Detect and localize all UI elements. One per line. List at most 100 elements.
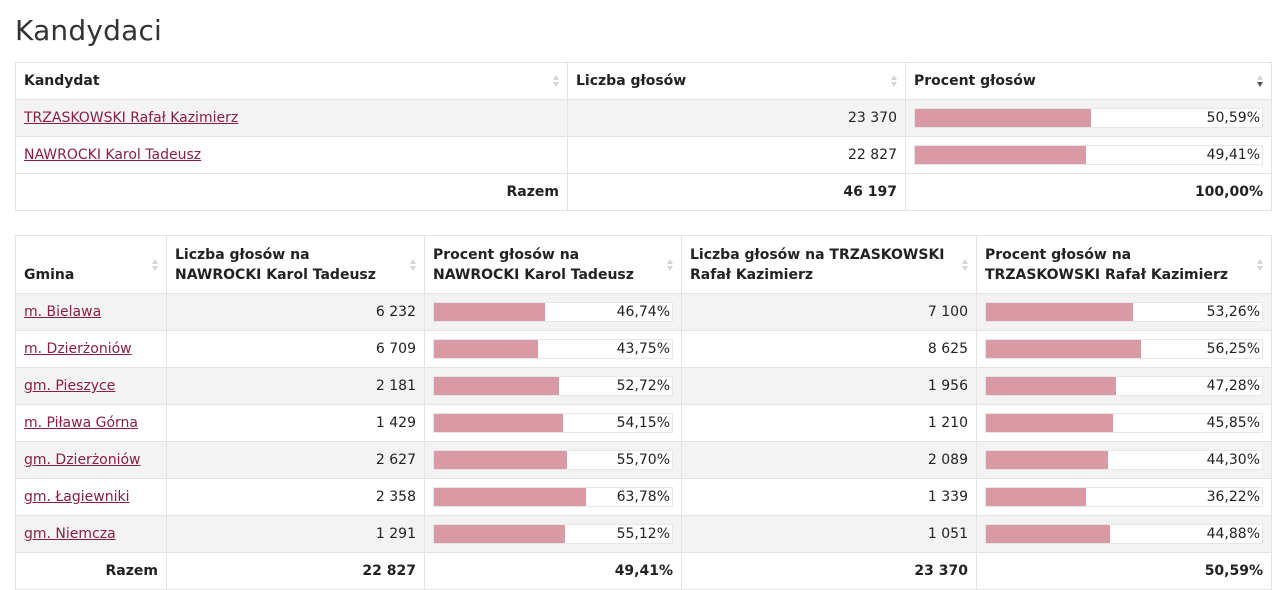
nawrocki-percent-cell: 55,70%: [424, 441, 682, 479]
percent-bar: 47,28%: [985, 376, 1263, 396]
trzaskowski-votes-cell: 7 100: [681, 293, 977, 331]
percent-cell: 49,41%: [905, 136, 1272, 174]
table-row: TRZASKOWSKI Rafał Kazimierz 23 370 50,59…: [15, 99, 1272, 137]
table-row: m. Dzierżoniów 6 709 43,75% 8 625 56,25%: [15, 330, 1272, 368]
gmina-link[interactable]: m. Piława Górna: [24, 415, 138, 431]
trzaskowski-percent-cell: 44,88%: [976, 515, 1272, 553]
percent-bar-fill: [434, 377, 560, 395]
total-trzaskowski-votes: 23 370: [681, 552, 977, 590]
sort-icon: [962, 258, 968, 271]
gmina-link[interactable]: gm. Łagiewniki: [24, 489, 130, 505]
percent-bar-fill: [986, 303, 1133, 321]
table-row: m. Piława Górna 1 429 54,15% 1 210 45,85%: [15, 404, 1272, 442]
percent-bar: 50,59%: [914, 108, 1263, 128]
sort-icon: [553, 75, 559, 87]
percent-bar-fill: [986, 414, 1113, 432]
nawrocki-percent-cell: 54,15%: [424, 404, 682, 442]
candidate-cell: TRZASKOWSKI Rafał Kazimierz: [15, 99, 568, 137]
total-percent: 100,00%: [905, 173, 1272, 211]
percent-label: 44,30%: [1206, 452, 1260, 468]
percent-bar: 53,26%: [985, 302, 1263, 322]
percent-label: 49,41%: [1206, 147, 1260, 163]
nawrocki-votes-cell: 2 181: [166, 367, 425, 405]
candidate-link[interactable]: NAWROCKI Karol Tadeusz: [24, 147, 202, 163]
percent-label: 50,59%: [1206, 110, 1260, 126]
trzaskowski-votes-cell: 1 210: [681, 404, 977, 442]
column-header-gmina[interactable]: Gmina: [15, 235, 167, 294]
trzaskowski-percent-cell: 44,30%: [976, 441, 1272, 479]
column-header-nawrocki-votes[interactable]: Liczba głosów na NAWROCKI Karol Tadeusz: [166, 235, 425, 294]
nawrocki-votes-cell: 6 232: [166, 293, 425, 331]
total-votes: 46 197: [567, 173, 906, 211]
column-header-kandydat[interactable]: Kandydat: [15, 62, 568, 100]
percent-bar: 55,12%: [433, 524, 673, 544]
total-label: Razem: [15, 552, 167, 590]
nawrocki-percent-cell: 46,74%: [424, 293, 682, 331]
table-row: gm. Niemcza 1 291 55,12% 1 051 44,88%: [15, 515, 1272, 553]
trzaskowski-votes-cell: 1 051: [681, 515, 977, 553]
table-row: m. Bielawa 6 232 46,74% 7 100 53,26%: [15, 293, 1272, 331]
candidates-table: Kandydat Liczba głosów Procent głosów TR…: [15, 62, 1272, 211]
column-header-label: Gmina: [24, 267, 75, 283]
total-row: Razem 46 197 100,00%: [15, 173, 1272, 211]
gmina-link[interactable]: gm. Pieszyce: [24, 378, 116, 394]
percent-bar: 55,70%: [433, 450, 673, 470]
percent-bar: 36,22%: [985, 487, 1263, 507]
percent-bar: 54,15%: [433, 413, 673, 433]
percent-label: 46,74%: [616, 304, 670, 320]
trzaskowski-votes-cell: 8 625: [681, 330, 977, 368]
column-header-procent-glosow[interactable]: Procent głosów: [905, 62, 1272, 100]
nawrocki-votes-cell: 2 627: [166, 441, 425, 479]
candidate-cell: NAWROCKI Karol Tadeusz: [15, 136, 568, 174]
percent-bar-fill: [434, 451, 567, 469]
gmina-link[interactable]: m. Bielawa: [24, 304, 102, 320]
table-row: gm. Dzierżoniów 2 627 55,70% 2 089 44,30%: [15, 441, 1272, 479]
column-header-liczba-glosow[interactable]: Liczba głosów: [567, 62, 906, 100]
total-nawrocki-votes: 22 827: [166, 552, 425, 590]
percent-bar-fill: [434, 525, 566, 543]
gmina-link[interactable]: m. Dzierżoniów: [24, 341, 132, 357]
column-header-label: Procent głosów: [914, 73, 1036, 89]
percent-bar: 49,41%: [914, 145, 1263, 165]
percent-label: 56,25%: [1206, 341, 1260, 357]
column-header-trzaskowski-percent[interactable]: Procent głosów na TRZASKOWSKI Rafał Kazi…: [976, 235, 1272, 294]
column-header-nawrocki-percent[interactable]: Procent głosów na NAWROCKI Karol Tadeusz: [424, 235, 682, 294]
percent-bar-fill: [986, 340, 1142, 358]
votes-cell: 23 370: [567, 99, 906, 137]
candidate-link[interactable]: TRZASKOWSKI Rafał Kazimierz: [24, 110, 239, 126]
column-header-label: Procent głosów na NAWROCKI Karol Tadeusz: [433, 247, 634, 283]
percent-bar-fill: [434, 488, 586, 506]
trzaskowski-percent-cell: 47,28%: [976, 367, 1272, 405]
table-row: gm. Pieszyce 2 181 52,72% 1 956 47,28%: [15, 367, 1272, 405]
sort-icon: [1257, 258, 1263, 271]
percent-label: 53,26%: [1206, 304, 1260, 320]
table-row: NAWROCKI Karol Tadeusz 22 827 49,41%: [15, 136, 1272, 174]
sort-icon: [410, 258, 416, 271]
nawrocki-votes-cell: 6 709: [166, 330, 425, 368]
nawrocki-votes-cell: 1 291: [166, 515, 425, 553]
gmina-link[interactable]: gm. Niemcza: [24, 526, 116, 542]
percent-bar: 46,74%: [433, 302, 673, 322]
percent-label: 36,22%: [1206, 489, 1260, 505]
nawrocki-percent-cell: 43,75%: [424, 330, 682, 368]
trzaskowski-votes-cell: 1 956: [681, 367, 977, 405]
nawrocki-percent-cell: 55,12%: [424, 515, 682, 553]
table-row: gm. Łagiewniki 2 358 63,78% 1 339 36,22%: [15, 478, 1272, 516]
percent-bar: 45,85%: [985, 413, 1263, 433]
gmina-cell: gm. Dzierżoniów: [15, 441, 167, 479]
sort-desc-icon: [1257, 75, 1263, 87]
gmina-cell: gm. Pieszyce: [15, 367, 167, 405]
trzaskowski-percent-cell: 53,26%: [976, 293, 1272, 331]
column-header-trzaskowski-votes[interactable]: Liczba głosów na TRZASKOWSKI Rafał Kazim…: [681, 235, 977, 294]
trzaskowski-percent-cell: 45,85%: [976, 404, 1272, 442]
percent-bar-fill: [986, 488, 1086, 506]
gmina-cell: m. Bielawa: [15, 293, 167, 331]
column-header-label: Liczba głosów na TRZASKOWSKI Rafał Kazim…: [690, 247, 945, 283]
page-title: Kandydaci: [15, 14, 163, 47]
total-label: Razem: [15, 173, 568, 211]
gmina-link[interactable]: gm. Dzierżoniów: [24, 452, 141, 468]
column-header-label: Liczba głosów: [576, 73, 687, 89]
trzaskowski-votes-cell: 1 339: [681, 478, 977, 516]
percent-label: 44,88%: [1206, 526, 1260, 542]
